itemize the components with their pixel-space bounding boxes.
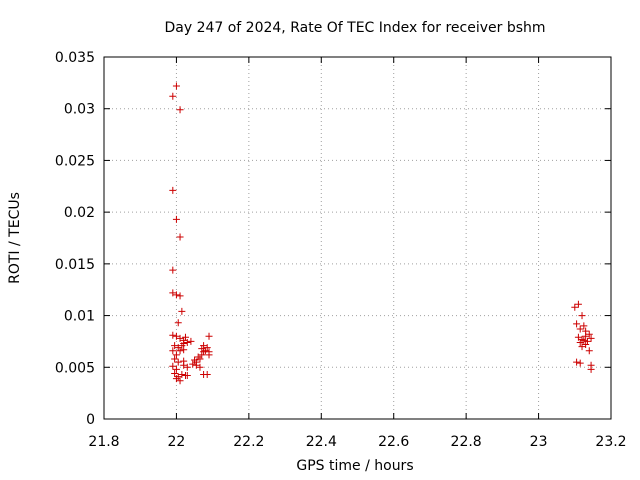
- data-point: [580, 322, 588, 330]
- data-point: [169, 347, 177, 355]
- data-point: [183, 372, 191, 380]
- grid-lines: [104, 57, 611, 419]
- data-point: [172, 82, 180, 90]
- data-point: [573, 320, 581, 328]
- data-point: [585, 330, 593, 338]
- data-point: [189, 360, 197, 368]
- x-tick-label: 22.2: [233, 434, 264, 450]
- data-point: [172, 351, 180, 359]
- data-point: [196, 363, 204, 371]
- data-point: [171, 369, 179, 377]
- y-tick-label: 0.01: [64, 309, 95, 325]
- data-point: [582, 332, 590, 340]
- data-point: [172, 291, 180, 299]
- data-point: [578, 312, 586, 320]
- x-tick-label: 23.2: [595, 434, 626, 450]
- x-axis-label: GPS time / hours: [296, 458, 413, 474]
- data-point: [183, 338, 191, 346]
- data-point: [582, 341, 590, 349]
- data-point: [169, 92, 177, 100]
- data-point: [176, 292, 184, 300]
- data-point: [172, 215, 180, 223]
- data-point: [578, 343, 586, 351]
- data-point: [200, 342, 208, 350]
- y-tick-label: 0.005: [55, 360, 95, 376]
- data-point: [576, 338, 584, 346]
- data-point: [174, 344, 182, 352]
- data-point: [180, 339, 188, 347]
- data-point: [169, 266, 177, 274]
- y-axis-label: ROTI / TECUs: [7, 192, 23, 284]
- data-point: [180, 361, 188, 369]
- data-point: [580, 336, 588, 344]
- data-point: [174, 319, 182, 327]
- data-point: [176, 347, 184, 355]
- x-tick-label: 22: [168, 434, 186, 450]
- data-point: [176, 233, 184, 241]
- x-tick-label: 22.8: [451, 434, 482, 450]
- data-point: [587, 365, 595, 373]
- data-point: [574, 333, 582, 341]
- x-tick-label: 23: [530, 434, 548, 450]
- data-point: [172, 365, 180, 373]
- data-point: [178, 307, 186, 315]
- data-point: [571, 303, 579, 311]
- data-point: [585, 347, 593, 355]
- data-point: [576, 325, 584, 333]
- data-point: [172, 375, 180, 383]
- data-point: [171, 342, 179, 350]
- data-point: [203, 371, 211, 379]
- data-point: [205, 351, 213, 359]
- data-point: [178, 371, 186, 379]
- data-point: [176, 106, 184, 114]
- data-point: [169, 289, 177, 297]
- data-point: [574, 300, 582, 308]
- data-point: [187, 337, 195, 345]
- x-tick-label: 22.6: [378, 434, 409, 450]
- data-point: [573, 358, 581, 366]
- x-tick-label: 22.4: [306, 434, 337, 450]
- data-point: [203, 344, 211, 352]
- data-point: [180, 346, 188, 354]
- y-tick-label: 0.03: [64, 102, 95, 118]
- y-tick-label: 0: [86, 412, 95, 428]
- data-point: [205, 332, 213, 340]
- data-point: [181, 333, 189, 341]
- y-tick-label: 0.015: [55, 257, 95, 273]
- data-point: [578, 335, 586, 343]
- y-tick-label: 0.025: [55, 153, 95, 169]
- data-point: [198, 351, 206, 359]
- data-point: [196, 355, 204, 363]
- plot-frame: [103, 56, 612, 420]
- data-point: [183, 363, 191, 371]
- data-point: [176, 334, 184, 342]
- data-point: [169, 362, 177, 370]
- data-point: [174, 358, 182, 366]
- data-point: [587, 334, 595, 342]
- y-tick-label: 0.035: [55, 50, 95, 66]
- y-tick-label: 0.02: [64, 205, 95, 221]
- data-points: [169, 82, 595, 385]
- chart-title: Day 247 of 2024, Rate Of TEC Index for r…: [164, 20, 545, 36]
- data-point: [583, 337, 591, 345]
- data-point: [169, 331, 177, 339]
- data-point: [172, 332, 180, 340]
- data-point: [171, 355, 179, 363]
- axis-ticks: 0 0.005 0.01 0.015 0.02 0.025 0.03 0.035 21.8 22 2…: [55, 50, 627, 450]
- x-tick-label: 21.8: [88, 434, 119, 450]
- data-point: [169, 186, 177, 194]
- data-point: [576, 359, 584, 367]
- data-point: [192, 361, 200, 369]
- data-point: [198, 345, 206, 353]
- data-point: [201, 347, 209, 355]
- data-point: [176, 377, 184, 385]
